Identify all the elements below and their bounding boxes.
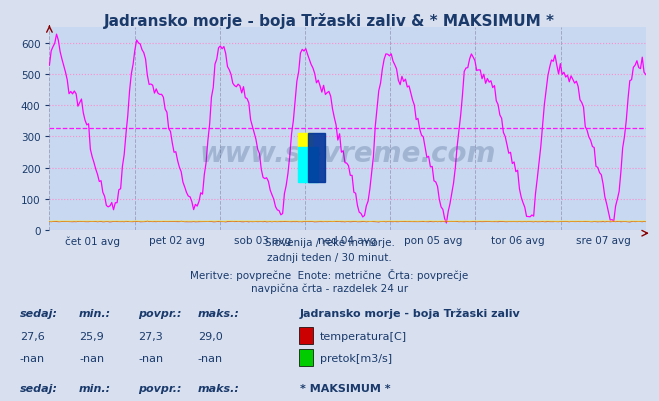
Text: www.si-vreme.com: www.si-vreme.com xyxy=(200,140,496,168)
Text: Jadransko morje - boja Tržaski zaliv: Jadransko morje - boja Tržaski zaliv xyxy=(300,308,521,318)
Text: sedaj:: sedaj: xyxy=(20,308,58,318)
Polygon shape xyxy=(308,134,325,182)
Text: -nan: -nan xyxy=(198,353,223,363)
Polygon shape xyxy=(299,148,318,182)
Text: Jadransko morje - boja Tržaski zaliv & * MAKSIMUM *: Jadransko morje - boja Tržaski zaliv & *… xyxy=(104,13,555,29)
Text: * MAKSIMUM *: * MAKSIMUM * xyxy=(300,383,391,393)
Text: -nan: -nan xyxy=(79,353,104,363)
Text: temperatura[C]: temperatura[C] xyxy=(320,331,407,341)
Text: maks.:: maks.: xyxy=(198,383,240,393)
Text: 29,0: 29,0 xyxy=(198,331,223,341)
Text: sedaj:: sedaj: xyxy=(20,383,58,393)
Text: min.:: min.: xyxy=(79,383,111,393)
Text: 25,9: 25,9 xyxy=(79,331,104,341)
Text: -nan: -nan xyxy=(138,353,163,363)
Text: -nan: -nan xyxy=(20,353,45,363)
Text: navpična črta - razdelek 24 ur: navpična črta - razdelek 24 ur xyxy=(251,283,408,294)
Text: maks.:: maks.: xyxy=(198,308,240,318)
Text: pretok[m3/s]: pretok[m3/s] xyxy=(320,353,391,363)
Text: 27,3: 27,3 xyxy=(138,331,163,341)
Text: povpr.:: povpr.: xyxy=(138,383,182,393)
Text: min.:: min.: xyxy=(79,308,111,318)
Text: povpr.:: povpr.: xyxy=(138,308,182,318)
Text: zadnji teden / 30 minut.: zadnji teden / 30 minut. xyxy=(267,253,392,263)
Text: Meritve: povprečne  Enote: metrične  Črta: povprečje: Meritve: povprečne Enote: metrične Črta:… xyxy=(190,268,469,280)
Text: 27,6: 27,6 xyxy=(20,331,45,341)
Text: Slovenija / reke in morje.: Slovenija / reke in morje. xyxy=(264,237,395,247)
